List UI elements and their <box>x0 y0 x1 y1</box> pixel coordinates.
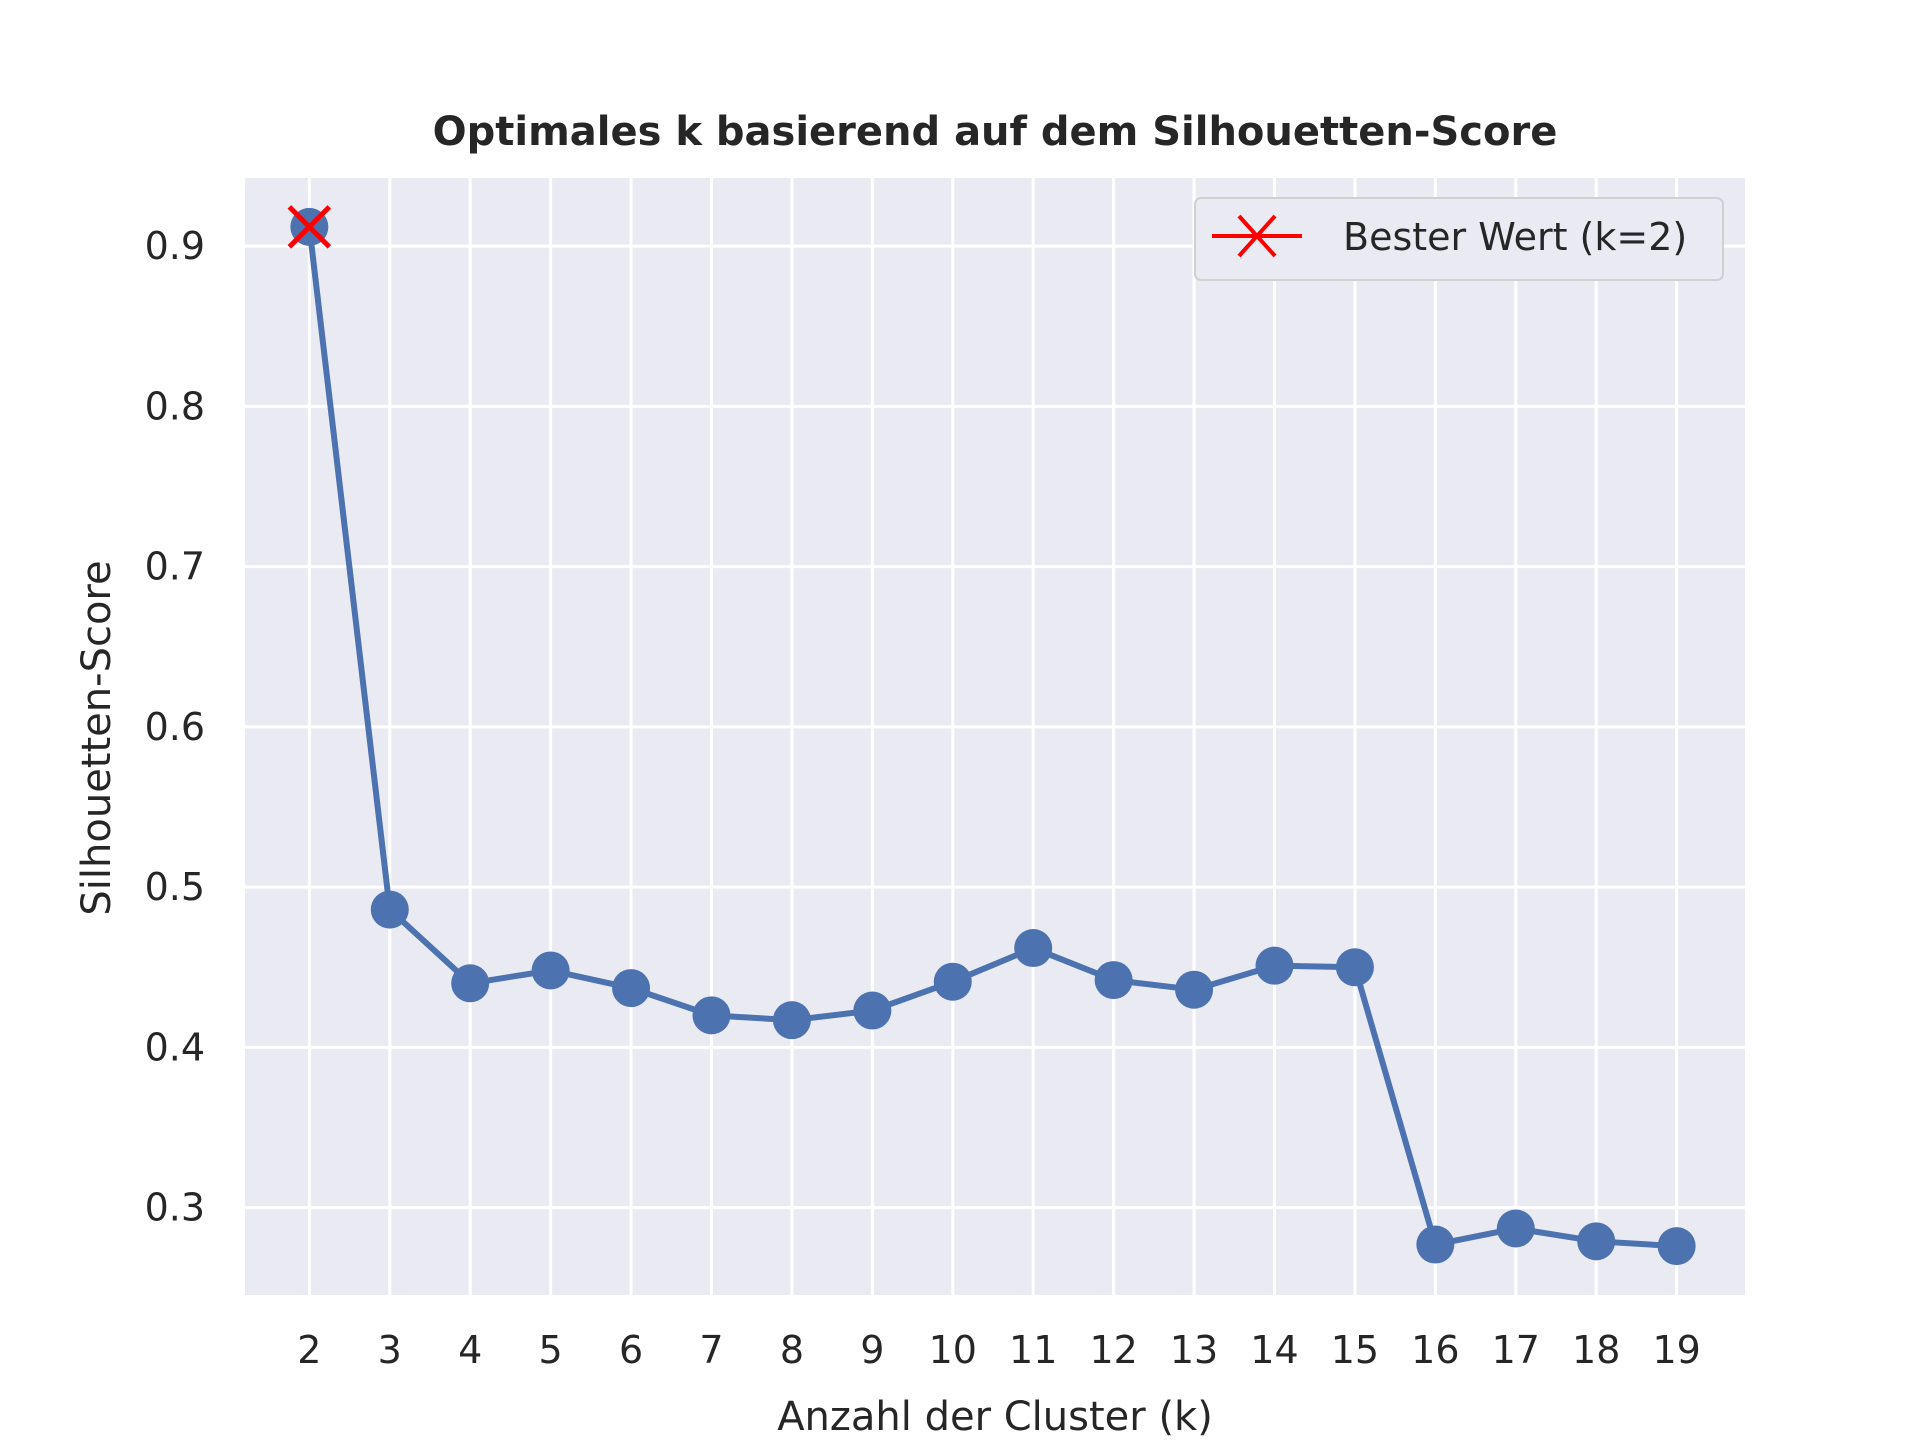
data-point <box>1577 1222 1616 1261</box>
x-tick-label: 19 <box>1652 1328 1700 1372</box>
chart-title: Optimales k basierend auf dem Silhouette… <box>433 109 1558 155</box>
data-point <box>692 996 731 1035</box>
plot-background <box>245 178 1745 1295</box>
data-point <box>451 964 490 1003</box>
x-tick-label: 10 <box>929 1328 977 1372</box>
x-tick-label: 15 <box>1331 1328 1379 1372</box>
data-point <box>853 991 892 1030</box>
data-point <box>531 951 570 990</box>
data-point <box>1657 1227 1696 1266</box>
x-tick-label: 5 <box>539 1328 563 1372</box>
data-point <box>1416 1225 1455 1264</box>
data-point <box>933 962 972 1001</box>
x-tick-label: 6 <box>619 1328 643 1372</box>
data-point <box>1014 929 1053 968</box>
y-tick-label: 0.8 <box>145 384 205 428</box>
x-axis-label: Anzahl der Cluster (k) <box>777 1394 1213 1440</box>
legend-x-icon <box>1237 214 1277 258</box>
x-tick-label: 16 <box>1411 1328 1459 1372</box>
data-point <box>1335 948 1374 987</box>
tick-labels: 2 3 4 5 6 7 8 9 10 11 12 13 14 15 16 17 18 19 0.3 0.4 0.5 0.6… <box>145 224 1701 1372</box>
y-tick-label: 0.3 <box>145 1186 205 1230</box>
best-point-x-marker <box>287 205 332 249</box>
best-marker-layer <box>287 205 332 249</box>
x-tick-label: 3 <box>378 1328 402 1372</box>
data-point <box>612 969 651 1008</box>
y-tick-label: 0.9 <box>145 224 205 268</box>
x-tick-label: 2 <box>297 1328 321 1372</box>
x-tick-label: 14 <box>1250 1328 1298 1372</box>
data-point <box>1496 1209 1535 1248</box>
x-tick-label: 4 <box>458 1328 482 1372</box>
y-tick-label: 0.7 <box>145 545 205 589</box>
x-tick-label: 8 <box>780 1328 804 1372</box>
x-tick-label: 11 <box>1009 1328 1057 1372</box>
data-point <box>772 1001 811 1040</box>
legend: Bester Wert (k=2) <box>1194 197 1724 281</box>
x-tick-label: 13 <box>1170 1328 1218 1372</box>
x-tick-label: 12 <box>1089 1328 1137 1372</box>
y-tick-label: 0.5 <box>145 865 205 909</box>
legend-label: Bester Wert (k=2) <box>1343 215 1687 259</box>
y-tick-label: 0.6 <box>145 705 205 749</box>
grid <box>245 178 1745 1295</box>
data-point <box>1094 961 1133 1000</box>
x-tick-label: 7 <box>699 1328 723 1372</box>
y-axis-label: Silhouetten-Score <box>74 560 120 915</box>
data-point <box>370 890 409 929</box>
x-tick-label: 9 <box>860 1328 884 1372</box>
data-point <box>1175 970 1214 1009</box>
legend-box <box>1194 197 1724 281</box>
x-tick-label: 18 <box>1572 1328 1620 1372</box>
y-tick-label: 0.4 <box>145 1025 205 1069</box>
x-tick-label: 17 <box>1492 1328 1540 1372</box>
data-point <box>1255 946 1294 985</box>
